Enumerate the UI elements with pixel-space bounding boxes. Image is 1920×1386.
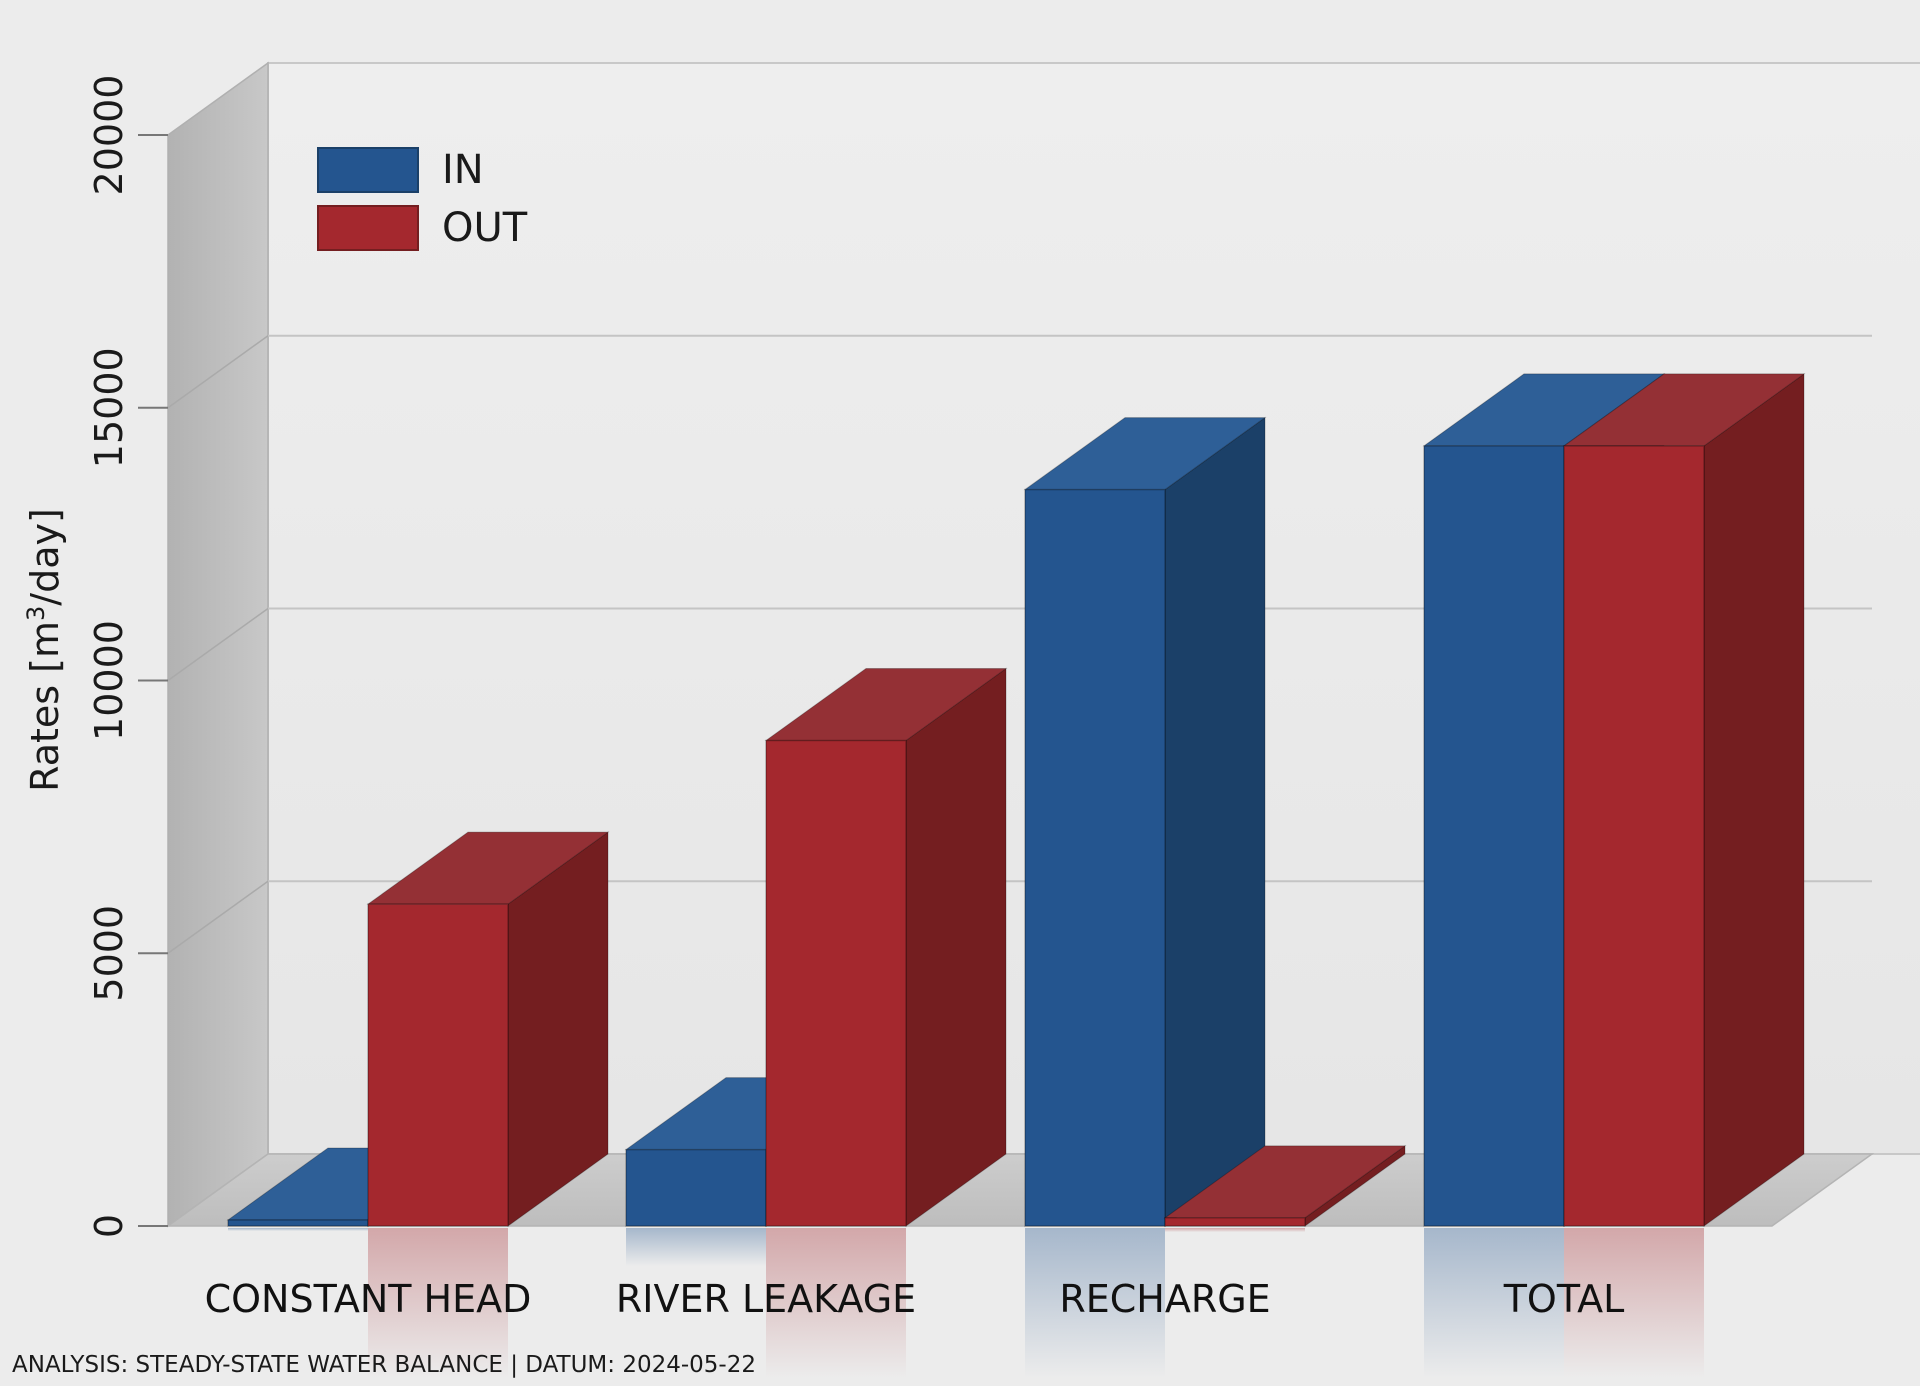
legend: IN OUT — [317, 147, 528, 251]
bar-reflections — [228, 1228, 1704, 1378]
legend-swatch-in — [317, 147, 419, 193]
bar-out-river-leakage — [764, 667, 1008, 1227]
bar-reflection-out-river-leakage — [766, 1228, 906, 1378]
bar-front-in-recharge — [1024, 488, 1166, 1227]
bar-reflection-in-constant-head — [228, 1228, 368, 1231]
bar-out-total — [1562, 372, 1806, 1227]
bar-front-out-recharge — [1164, 1217, 1306, 1227]
bar-out-recharge — [1163, 1144, 1407, 1227]
footer-note: ANALYSIS: STEADY-STATE WATER BALANCE | D… — [12, 1352, 756, 1378]
bar-reflection-in-total — [1424, 1228, 1564, 1378]
bar-reflection-in-recharge — [1025, 1228, 1165, 1378]
bar-reflection-out-constant-head — [368, 1228, 508, 1378]
y-tick-label: 15000 — [87, 347, 131, 468]
legend-label-out: OUT — [442, 205, 528, 251]
bar-front-out-river-leakage — [765, 739, 907, 1227]
x-tick-label: CONSTANT HEAD — [205, 1277, 532, 1321]
side-gridline — [167, 335, 269, 409]
y-tick-label: 10000 — [87, 620, 131, 741]
bar-front-in-constant-head — [227, 1219, 369, 1227]
bar-side-out-total — [1703, 372, 1805, 1227]
side-gridline — [167, 880, 269, 954]
bar-front-in-river-leakage — [625, 1148, 767, 1227]
bar-out-constant-head — [366, 831, 610, 1227]
x-tick-label: RIVER LEAKAGE — [616, 1277, 916, 1321]
x-tick-label: RECHARGE — [1059, 1277, 1270, 1321]
x-axis-labels: CONSTANT HEAD RIVER LEAKAGE RECHARGE TOTAL — [205, 1277, 1625, 1321]
bar-reflection-out-recharge — [1165, 1228, 1305, 1233]
y-tick-label: 5000 — [87, 905, 131, 1002]
bar-front-out-total — [1563, 445, 1705, 1227]
y-tick-label: 0 — [87, 1214, 131, 1238]
bars — [226, 372, 1806, 1227]
bar-front-out-constant-head — [367, 903, 509, 1227]
legend-swatch-out — [317, 205, 419, 251]
bar-front-in-total — [1423, 445, 1565, 1227]
legend-label-in: IN — [442, 147, 484, 193]
y-axis-ticks: 0 5000 10000 15000 20000 — [87, 75, 168, 1238]
x-tick-label: TOTAL — [1503, 1277, 1625, 1321]
bar-in-recharge — [1023, 416, 1267, 1227]
bar-reflection-out-total — [1564, 1228, 1704, 1378]
y-axis-label: Rates [m3/day] — [22, 508, 67, 792]
bar-side-out-river-leakage — [905, 667, 1007, 1227]
side-gridline — [167, 607, 269, 682]
y-tick-label: 20000 — [87, 75, 131, 196]
bar-side-in-recharge — [1164, 416, 1266, 1227]
bar-reflection-in-river-leakage — [626, 1228, 766, 1267]
